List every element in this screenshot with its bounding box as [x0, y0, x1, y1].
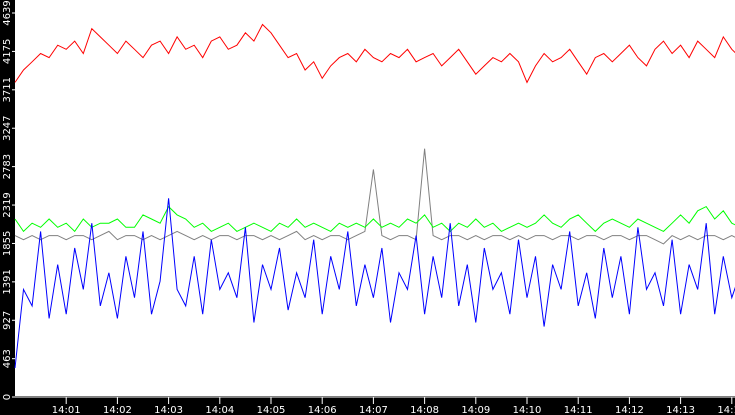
y-tick-label: 463 — [2, 349, 13, 368]
x-tick-label: 14:02 — [103, 405, 132, 415]
x-tick-label: 14:11 — [564, 405, 593, 415]
y-tick-label: 1391 — [2, 269, 13, 294]
y-tick-label: 2319 — [2, 192, 13, 217]
x-tick-label: 14:01 — [52, 405, 81, 415]
y-tick-label: 927 — [2, 311, 13, 330]
x-tick-label: 14:04 — [205, 405, 234, 415]
x-tick-label: 14:07 — [359, 405, 388, 415]
x-tick-label: 14:14 — [717, 405, 735, 415]
y-tick-label: 1855 — [2, 231, 13, 256]
x-tick-label: 14:09 — [461, 405, 490, 415]
x-tick-label: 14:08 — [410, 405, 439, 415]
y-axis: 0 463 927 1391 1855 2319 2783 3247 3711 4175 4639 — [2, 0, 15, 400]
x-axis: 14:01 14:02 14:03 14:04 14:05 14:06 14:07 14:08… — [52, 397, 735, 415]
plot-area — [15, 0, 735, 398]
series-line-0 — [14, 23, 735, 84]
x-tick-label: 14:05 — [257, 405, 286, 415]
x-tick-label: 14:10 — [513, 405, 542, 415]
x-tick-label: 14:12 — [615, 405, 644, 415]
x-tick-label: 14:06 — [308, 405, 337, 415]
series-line-3 — [14, 198, 735, 369]
x-tick-label: 14:13 — [666, 405, 695, 415]
series-line-2 — [14, 205, 735, 233]
x-tick-label: 14:03 — [154, 405, 183, 415]
y-tick-label: 3247 — [2, 115, 13, 140]
series-layer — [14, 23, 735, 369]
y-tick-label: 4175 — [2, 39, 13, 64]
y-tick-label: 2783 — [2, 154, 13, 179]
y-tick-label: 0 — [2, 394, 13, 400]
y-tick-label: 4639 — [2, 0, 13, 25]
y-tick-label: 3711 — [2, 77, 13, 102]
